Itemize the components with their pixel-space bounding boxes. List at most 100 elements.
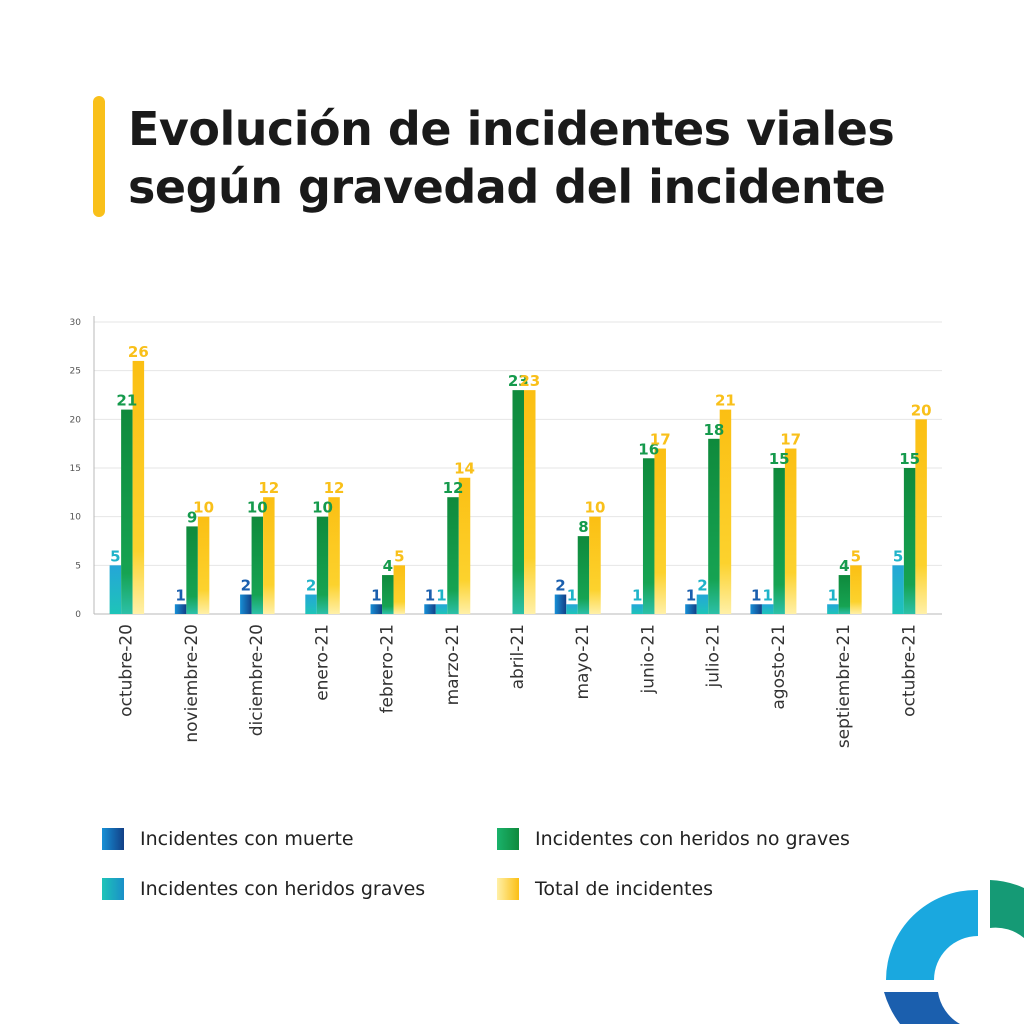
x-tick-label: diciembre-20	[247, 624, 267, 736]
data-label-heridos-no-graves: 15	[769, 450, 790, 468]
bar-total	[458, 477, 471, 614]
data-label-heridos-graves: 2	[697, 577, 707, 595]
x-tick-label: noviembre-20	[182, 624, 202, 743]
bar-muerte	[174, 604, 187, 614]
data-label-total: 12	[258, 479, 279, 497]
page-title: Evolución de incidentes viales según gra…	[128, 100, 988, 216]
legend-swatch-total	[497, 878, 519, 900]
data-label-total: 14	[454, 460, 475, 478]
bar-heridos-no-graves	[186, 526, 198, 614]
data-label-heridos-no-graves: 23	[508, 372, 529, 390]
data-label-total: 21	[715, 392, 736, 410]
data-label-heridos-no-graves: 15	[899, 450, 920, 468]
data-label-heridos-graves: 1	[762, 586, 772, 604]
data-label-heridos-graves: 1	[828, 586, 838, 604]
bar-heridos-no-graves	[838, 575, 851, 614]
bar-heridos-graves	[892, 565, 904, 614]
x-tick-label: julio-21	[704, 624, 724, 688]
data-label-heridos-no-graves: 9	[187, 508, 197, 526]
x-tick-label: abril-21	[508, 624, 528, 689]
bar-muerte	[370, 604, 383, 614]
data-label-total: 23	[519, 372, 540, 390]
bar-heridos-graves	[109, 565, 122, 614]
legend-swatch-muerte	[102, 828, 124, 850]
legend-label-total: Total de incidentes	[535, 878, 714, 900]
bar-heridos-graves	[566, 604, 578, 614]
data-label-muerte: 2	[555, 577, 565, 595]
data-label-heridos-no-graves: 21	[116, 392, 137, 410]
data-label-heridos-graves: 1	[632, 586, 642, 604]
bar-muerte	[685, 604, 697, 614]
title-line-2: según gravedad del incidente	[128, 160, 886, 214]
data-label-total: 26	[128, 343, 149, 361]
bar-muerte	[554, 594, 567, 614]
data-label-muerte: 1	[425, 586, 435, 604]
bar-heridos-no-graves	[708, 438, 720, 614]
legend-swatch-heridos-no-graves	[497, 828, 519, 850]
data-label-heridos-no-graves: 8	[578, 518, 588, 536]
data-label-heridos-graves: 2	[306, 577, 316, 595]
y-axis: 0 5 10 15 20 25 30	[70, 316, 95, 620]
bar-total	[589, 516, 601, 614]
legend-item-heridos-no-graves: Incidentes con heridos no graves	[497, 828, 850, 850]
bar-heridos-no-graves	[512, 390, 524, 614]
x-tick-label: mayo-21	[573, 624, 593, 700]
logo-ring-dark-blue	[884, 992, 960, 1024]
data-label-heridos-graves: 1	[436, 586, 446, 604]
data-label-heridos-graves: 1	[567, 586, 577, 604]
legend-item-total: Total de incidentes	[497, 878, 713, 900]
data-label-heridos-no-graves: 4	[383, 557, 393, 575]
legend-swatch-heridos-graves	[102, 878, 124, 900]
bar-muerte	[750, 604, 762, 614]
x-tick-label: junio-21	[638, 624, 658, 694]
data-label-muerte: 1	[686, 586, 696, 604]
data-label-heridos-no-graves: 18	[704, 421, 725, 439]
bar-total	[328, 497, 340, 614]
data-label-total: 17	[780, 431, 801, 449]
bar-total	[654, 448, 666, 614]
x-tick-label: septiembre-21	[834, 624, 854, 748]
data-label-total: 17	[650, 431, 671, 449]
bar-heridos-no-graves	[316, 516, 329, 614]
y-tick-label: 5	[75, 561, 81, 571]
data-label-heridos-graves: 5	[110, 547, 120, 565]
data-label-total: 5	[394, 547, 404, 565]
bar-heridos-graves	[435, 604, 448, 614]
bar-total	[393, 565, 406, 614]
bar-heridos-graves	[761, 604, 774, 614]
x-tick-label: marzo-21	[443, 624, 463, 705]
y-tick-label: 15	[70, 464, 81, 474]
bar-heridos-no-graves	[447, 497, 459, 614]
data-label-total: 10	[585, 499, 606, 517]
x-tick-label: agosto-21	[769, 624, 789, 710]
bar-heridos-no-graves	[903, 468, 916, 614]
bar-total	[915, 419, 927, 614]
legend-label-heridos-no-graves: Incidentes con heridos no graves	[535, 828, 850, 850]
data-label-heridos-no-graves: 10	[312, 499, 333, 517]
data-label-heridos-no-graves: 12	[443, 479, 464, 497]
data-label-total: 20	[911, 401, 932, 419]
legend-label-heridos-graves: Incidentes con heridos graves	[140, 878, 426, 900]
bar-total	[850, 565, 862, 614]
y-tick-label: 0	[75, 610, 81, 620]
x-tick-label: febrero-21	[378, 624, 398, 713]
x-tick-label: octubre-20	[117, 624, 137, 717]
bar-total	[132, 360, 145, 614]
data-label-total: 10	[193, 499, 214, 517]
y-tick-label: 30	[70, 318, 82, 328]
data-label-heridos-no-graves: 16	[638, 440, 659, 458]
data-label-heridos-no-graves: 10	[247, 499, 268, 517]
bar-heridos-no-graves	[251, 516, 264, 614]
y-tick-label: 10	[70, 513, 82, 523]
data-label-heridos-no-graves: 4	[839, 557, 849, 575]
legend-item-heridos-graves: Incidentes con heridos graves	[102, 878, 425, 900]
title-accent-bar	[93, 96, 105, 217]
bar-heridos-graves	[631, 604, 643, 614]
bar-heridos-no-graves	[642, 458, 655, 614]
bar-total	[197, 516, 210, 614]
data-label-muerte: 1	[751, 586, 761, 604]
bar-muerte	[240, 594, 252, 614]
y-tick-label: 20	[70, 415, 82, 425]
title-line-1: Evolución de incidentes viales	[128, 102, 895, 156]
